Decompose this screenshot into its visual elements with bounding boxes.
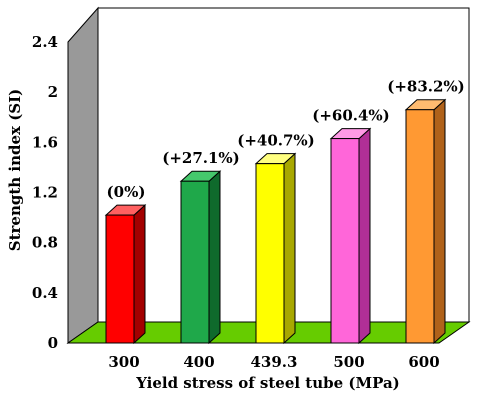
y-tick-label: 0.4 xyxy=(32,284,58,302)
bars xyxy=(104,98,447,345)
y-tick-label: 1.2 xyxy=(32,184,58,202)
bar-side xyxy=(133,203,146,345)
data-label: (+40.7%) xyxy=(237,132,315,150)
bar-front xyxy=(180,180,210,344)
x-tick-labels: 300 400 439.3 500 600 xyxy=(108,353,439,371)
data-label: (0%) xyxy=(107,183,146,201)
data-label: (+60.4%) xyxy=(312,107,390,125)
bar xyxy=(329,127,372,345)
x-axis-title: Yield stress of steel tube (MPa) xyxy=(135,374,400,392)
bar-side xyxy=(358,127,371,345)
bar xyxy=(104,203,147,345)
x-tick-label: 400 xyxy=(183,353,214,371)
bar xyxy=(254,152,297,345)
bar-front xyxy=(405,109,435,344)
y-tick-label: 2 xyxy=(48,83,58,101)
y-axis-title: Strength index (SI) xyxy=(6,89,24,252)
bar xyxy=(179,170,222,345)
data-label: (+83.2%) xyxy=(387,78,465,96)
bar-front xyxy=(330,138,360,344)
bar xyxy=(404,98,447,345)
y-tick-label: 0 xyxy=(48,334,58,352)
data-labels: (0%) (+27.1%)(+40.7%) (+60.4%) (+83.2%) xyxy=(107,78,465,201)
data-label: (+27.1%) xyxy=(162,149,240,167)
bar-side xyxy=(433,98,446,345)
y-tick-label: 1.6 xyxy=(32,133,58,151)
x-tick-label: 300 xyxy=(108,353,139,371)
y-tick-label: 0.8 xyxy=(32,234,58,252)
x-tick-label: 600 xyxy=(408,353,439,371)
bar-front xyxy=(255,163,285,344)
x-tick-label: 439.3 xyxy=(251,353,298,371)
bar-front xyxy=(105,214,135,344)
side-wall xyxy=(67,6,99,344)
y-tick-labels: 0 0.4 0.8 1.2 1.6 2 2.4 xyxy=(32,33,58,352)
y-tick-label: 2.4 xyxy=(32,33,58,51)
x-tick-label: 500 xyxy=(333,353,364,371)
bar-side xyxy=(283,152,296,345)
bar-side xyxy=(208,170,221,345)
